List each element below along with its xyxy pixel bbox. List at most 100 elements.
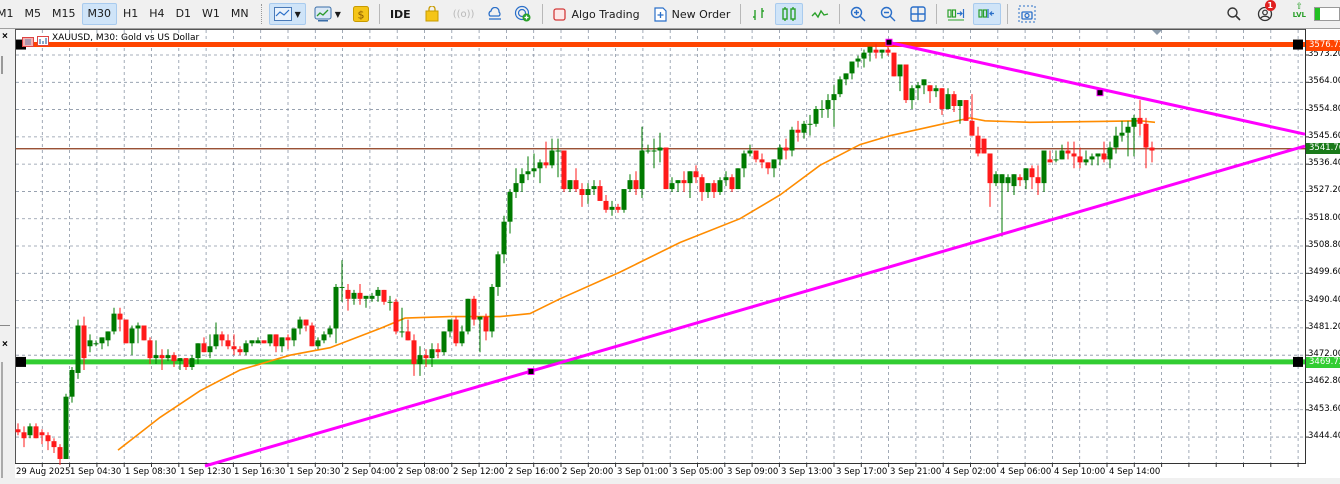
- bullish-candle: [99, 337, 105, 344]
- candlestick-icon: [782, 7, 797, 21]
- camera-icon: [1018, 5, 1036, 23]
- bullish-candle: [567, 180, 573, 190]
- bullish-candle: [1095, 153, 1101, 157]
- main-toolbar: M1 M5 M15 M30 H1 H4 D1 W1 MN ▼ ▼ $ IDE ((o)) Alg…: [0, 0, 1340, 29]
- timeframe-m15[interactable]: M15: [52, 7, 76, 20]
- indicators-dropdown-button[interactable]: ▼: [268, 3, 306, 25]
- level-button[interactable]: ⇧ LVL: [1291, 3, 1308, 25]
- upper-trendline: [887, 40, 1306, 136]
- add-signal-button[interactable]: [510, 3, 536, 25]
- price-axis-label: 3508.80: [1308, 240, 1340, 251]
- timeframe-h1[interactable]: H1: [123, 7, 139, 20]
- bearish-candle: [1143, 123, 1149, 148]
- price-chart[interactable]: [15, 29, 1340, 484]
- bullish-candle: [993, 174, 999, 184]
- screenshot-button[interactable]: [1014, 3, 1040, 25]
- bullish-candle: [375, 289, 381, 296]
- bullish-candle: [291, 328, 297, 341]
- level-label: LVL: [1292, 11, 1306, 19]
- bearish-candle: [57, 447, 63, 459]
- bearish-candle: [615, 206, 621, 210]
- templates-dropdown-button[interactable]: ▼: [310, 3, 345, 25]
- chart-area[interactable]: [15, 29, 1340, 484]
- ide-button[interactable]: IDE: [386, 3, 415, 25]
- search-button[interactable]: [1223, 3, 1245, 25]
- close-panel-icon[interactable]: ×: [2, 339, 8, 350]
- time-axis-label: 3 Sep 21:00: [890, 467, 942, 477]
- price-axis-label: 3554.80: [1308, 103, 1340, 114]
- toolbar-separator: [936, 4, 938, 24]
- bullish-candle: [879, 49, 885, 53]
- bearish-candle: [225, 340, 231, 347]
- toolbar-separator: [542, 4, 544, 24]
- panel-scrollbar[interactable]: [1, 362, 3, 482]
- chevron-down-icon: ▼: [334, 9, 341, 19]
- bearish-candle: [1017, 177, 1023, 181]
- trade-panel-icon[interactable]: [22, 36, 34, 47]
- line-chart-icon: [811, 9, 829, 19]
- timeframe-h4[interactable]: H4: [149, 7, 165, 20]
- bullish-candle: [321, 334, 327, 341]
- algo-trading-button[interactable]: Algo Trading: [549, 3, 643, 25]
- new-order-button[interactable]: New Order: [650, 3, 735, 25]
- notifications-button[interactable]: 1: [1253, 0, 1277, 25]
- bullish-candle: [915, 85, 921, 89]
- timeframe-m5[interactable]: M5: [24, 7, 42, 20]
- chart-symbol-icon[interactable]: [37, 36, 49, 46]
- bullish-candle: [819, 108, 825, 110]
- bullish-candle: [267, 334, 273, 344]
- bullish-candle: [465, 298, 471, 332]
- bullish-candle: [657, 147, 663, 151]
- vps-button[interactable]: [482, 3, 508, 25]
- chart-shift-button[interactable]: [973, 3, 1002, 25]
- auto-scroll-button[interactable]: [943, 3, 969, 25]
- zoom-out-button[interactable]: [876, 3, 900, 25]
- level-progress-fill: [1315, 8, 1320, 20]
- resistance-price-tag: 3576.72: [1306, 40, 1340, 51]
- bearish-candle: [903, 64, 909, 101]
- bearish-candle: [765, 162, 771, 169]
- bearish-candle: [927, 85, 933, 92]
- timeframe-w1[interactable]: W1: [202, 7, 220, 20]
- bearish-candle: [81, 325, 87, 359]
- line-chart-icon: [273, 7, 292, 21]
- bullish-candle: [429, 349, 435, 359]
- zoom-in-button[interactable]: [846, 3, 870, 25]
- market-button[interactable]: $: [349, 3, 373, 25]
- bullish-candle: [369, 295, 375, 299]
- stop-square-icon: [553, 7, 567, 21]
- timeframe-m30[interactable]: M30: [81, 3, 117, 25]
- panel-scrollbar[interactable]: [1, 56, 3, 74]
- signals-button[interactable]: ((o)): [449, 3, 479, 25]
- chevron-down-icon: ▼: [294, 9, 301, 19]
- chart-template-icon: [314, 6, 332, 22]
- market-shop-button[interactable]: [421, 3, 443, 25]
- bullish-candle: [153, 355, 159, 359]
- price-axis-label: 3453.60: [1308, 403, 1340, 414]
- timeframe-mn[interactable]: MN: [230, 7, 249, 20]
- timeframe-d1[interactable]: D1: [175, 7, 192, 20]
- time-axis-label: 3 Sep 09:00: [727, 467, 779, 477]
- candlestick-chart-button[interactable]: [775, 3, 804, 25]
- bearish-candle: [33, 426, 39, 439]
- bullish-candle: [195, 343, 201, 359]
- bullish-candle: [999, 174, 1005, 184]
- bullish-candle: [255, 340, 261, 344]
- bullish-candle: [111, 313, 117, 332]
- timeframe-m1[interactable]: M1: [0, 7, 14, 20]
- bearish-candle: [45, 435, 51, 442]
- bar-chart-button[interactable]: [747, 3, 771, 25]
- line-chart-button[interactable]: [807, 3, 833, 25]
- time-axis-label: 2 Sep 20:00: [562, 467, 614, 477]
- chart-title: XAUUSD, M30: Gold vs US Dollar: [52, 33, 200, 43]
- time-axis-label: 3 Sep 05:00: [672, 467, 724, 477]
- tile-windows-button[interactable]: [906, 3, 930, 25]
- bearish-candle: [411, 340, 417, 365]
- close-panel-icon[interactable]: ×: [2, 31, 8, 42]
- time-axis-label: 29 Aug 2025: [16, 467, 71, 477]
- trendline-anchor-handle: [527, 367, 535, 375]
- bullish-candle: [585, 189, 591, 195]
- auto-scroll-icon: [947, 9, 965, 21]
- bearish-candle: [183, 358, 189, 368]
- plot-frame: [15, 29, 1306, 464]
